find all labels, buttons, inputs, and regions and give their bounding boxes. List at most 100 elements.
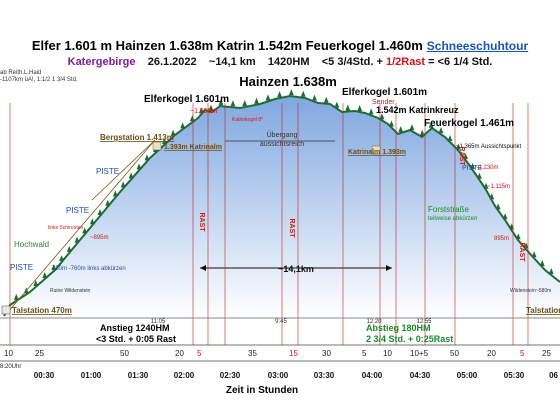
- tree-marker-56: [515, 233, 521, 240]
- katrinkreuz-label: 1.542m Katrinkreuz: [376, 105, 459, 115]
- tree-marker-60: [548, 268, 554, 275]
- time-tick-9: 04:30: [410, 371, 431, 380]
- katrinalm-right-badge: [371, 145, 381, 155]
- segment-minutes-7: 15: [289, 349, 298, 358]
- tree-marker-15: [128, 172, 134, 179]
- tree-marker-51: [483, 182, 489, 189]
- origin-note: ab Reith.L.Haid -1107km üA!, 1:1/2 1 3/4…: [0, 70, 78, 84]
- waypoint-time-4: 12:55: [416, 319, 432, 325]
- tree-marker-25: [218, 99, 224, 106]
- tree-marker-24: [208, 104, 214, 111]
- rast-label-3: RAST: [458, 146, 465, 166]
- elferkogel-left-label: Elferkogel 1.601m: [144, 94, 229, 105]
- time-tick-7: 03:30: [314, 371, 335, 380]
- segment-minutes-8: 30: [322, 349, 331, 358]
- tree-marker-40: [389, 120, 394, 127]
- tree-marker-33: [312, 94, 317, 101]
- tree-marker-58: [531, 251, 537, 258]
- lift-line-2: [91, 139, 156, 201]
- tree-markers: [13, 89, 554, 300]
- forststrasse-sub-label: teilweise abkürzen: [428, 216, 477, 222]
- wildenstein-right-label: Wildenstein~580m: [510, 288, 551, 294]
- segment-minutes-12: 50: [450, 349, 459, 358]
- tree-marker-52: [489, 193, 495, 200]
- origin-note-line-2: -1107km üA!, 1:1/2 1 3/4 Std.: [0, 77, 78, 83]
- katrinkogel-label: Katrinkogel 8°: [232, 117, 263, 123]
- time-axis: 00:30 01:00 01:30 02:00 02:30 03:00 03:30 04:00…: [34, 371, 559, 380]
- segment-minutes-1: 10: [4, 349, 13, 358]
- tree-marker-17: [144, 154, 150, 161]
- peaks-title: Elfer 1.601 m Hainzen 1.638m Katrin 1.54…: [31, 38, 423, 53]
- tree-marker-14: [120, 181, 126, 188]
- rast-label-4: RAST: [518, 242, 525, 262]
- tree-marker-7: [66, 245, 72, 252]
- segment-minutes-2: 25: [35, 349, 44, 358]
- abstieg-line-2: 2 3/4 Std. + 0:25Rast: [366, 334, 453, 344]
- tree-marker-29: [265, 94, 271, 101]
- time-tick-12: 06: [549, 371, 558, 380]
- ascent-label: 1420HM: [267, 56, 310, 68]
- time-tick-1: 00:30: [34, 371, 55, 380]
- piste-label-1: PISTE: [96, 167, 119, 176]
- hainzen-label: Hainzen 1.638m: [239, 74, 337, 89]
- tree-marker-32: [300, 90, 306, 97]
- tree-marker-41: [398, 126, 404, 133]
- talstation-left-badge: [1, 305, 11, 315]
- piste-label-right: PISTE: [462, 165, 483, 172]
- tree-marker-6: [59, 255, 65, 262]
- tree-marker-28: [254, 97, 259, 104]
- tree-marker-10: [89, 218, 95, 225]
- aussichtspunkt-label: ~1.365m Aussichtspunkt: [456, 144, 522, 150]
- aussichtsreich-label: aussichtsreich: [260, 141, 304, 148]
- time-tick-10: 05:00: [457, 371, 478, 380]
- elev-mark-5: 895m: [494, 236, 509, 242]
- talstation-left-label: Talstation 470m: [12, 306, 72, 315]
- tree-marker-13: [112, 190, 118, 197]
- segment-minutes-14: 5: [520, 349, 525, 358]
- time-label-1: <5 3/4Std. +: [321, 56, 383, 68]
- tree-marker-31: [288, 89, 294, 96]
- segment-minutes-9: 5: [362, 349, 367, 358]
- tree-marker-35: [334, 101, 340, 108]
- abstieg-line-1: Abstieg 180HM: [366, 323, 431, 333]
- tree-marker-12: [105, 199, 111, 206]
- segment-minutes-3: 50: [120, 349, 129, 358]
- tree-marker-46: [447, 134, 453, 141]
- distance-label: ~14,1 km: [208, 56, 256, 68]
- tree-marker-54: [502, 213, 508, 220]
- segment-minutes-15: 25: [542, 349, 551, 358]
- tree-marker-20: [170, 129, 176, 136]
- bergstation-label: Bergstation 1.413m: [100, 133, 174, 142]
- rast-label-1: RAST: [198, 212, 205, 232]
- tree-marker-5: [51, 264, 57, 271]
- title-line: Elfer 1.601 m Hainzen 1.638m Katrin 1.54…: [0, 38, 560, 53]
- tree-marker-37: [357, 104, 363, 111]
- waypoint-time-2: 9:45: [275, 319, 287, 325]
- ridge-line: [3, 94, 560, 317]
- tree-marker-43: [419, 129, 425, 136]
- hochwald-label: Hochwald: [14, 240, 49, 249]
- tree-marker-22: [189, 115, 195, 122]
- waypoint-time-3: 12:20: [366, 319, 382, 325]
- tree-marker-8: [74, 236, 80, 243]
- schneeschuhtour-link[interactable]: Schneeschuhtour: [426, 39, 529, 53]
- abkuerzen-left-label: 730m -760m links abkürzen: [52, 266, 126, 272]
- katrinalm-left-badge: [152, 141, 162, 151]
- start-time-label: 8:20Uhr: [0, 364, 21, 370]
- subtitle-line: Katergebirge 26.1.2022 ~14,1 km 1420HM <…: [0, 56, 560, 68]
- tree-marker-19: [161, 137, 167, 144]
- time-tick-2: 01:00: [81, 371, 102, 380]
- rest-label: 1/2Rast: [385, 56, 426, 68]
- tree-marker-44: [428, 121, 434, 128]
- rast-label-2: RAST: [288, 218, 295, 238]
- tree-marker-4: [42, 272, 48, 279]
- elev-mark-3: ~1.230m: [475, 165, 499, 171]
- origin-note-line-1: ab Reith.L.Haid: [0, 70, 42, 76]
- tree-marker-49: [470, 162, 476, 169]
- ruine-label: Ruine Wildenstein: [50, 288, 91, 294]
- talstation-right-label: Talstation: [526, 306, 560, 315]
- elev-mark-4: ~1.115m: [487, 184, 510, 190]
- elev-mark-1: ~1.550m: [190, 108, 218, 115]
- sender-label: Sender: [372, 99, 395, 106]
